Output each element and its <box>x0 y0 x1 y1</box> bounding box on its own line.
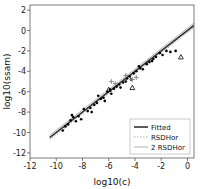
y-tick-label: -2 <box>18 47 26 56</box>
point-circle <box>159 52 162 55</box>
x-tick-label: -6 <box>105 162 113 171</box>
x-tick <box>56 158 57 161</box>
y-tick-label: 2 <box>21 6 26 15</box>
x-tick-label: -2 <box>157 162 165 171</box>
point-circle <box>64 125 67 128</box>
point-circle <box>142 68 145 71</box>
y-tick <box>27 132 30 133</box>
point-circle <box>119 86 122 89</box>
point-circle <box>124 80 127 83</box>
point-triangle <box>130 85 135 89</box>
x-tick <box>187 158 188 161</box>
point-circle <box>86 110 89 113</box>
y-tick <box>27 10 30 11</box>
point-plus <box>113 81 118 86</box>
x-tick <box>161 158 162 161</box>
point-circle <box>174 50 177 53</box>
point-circle <box>145 63 148 66</box>
legend-frame <box>130 119 190 154</box>
point-circle <box>138 65 141 68</box>
point-circle <box>132 72 135 75</box>
x-tick-label: -8 <box>78 162 86 171</box>
legend-swatch <box>134 137 148 138</box>
y-tick-label: -8 <box>18 108 26 117</box>
point-circle <box>165 50 168 53</box>
point-circle <box>80 118 83 121</box>
y-tick <box>27 30 30 31</box>
x-tick-label: 0 <box>185 162 190 171</box>
y-tick-label: -10 <box>13 129 26 138</box>
point-circle <box>69 119 72 122</box>
point-circle <box>100 98 103 101</box>
y-tick <box>27 71 30 72</box>
legend: Fitted RSDHor 2 RSDHor <box>130 119 190 154</box>
series-line <box>50 23 194 135</box>
y-tick-label: -12 <box>13 149 26 158</box>
point-circle <box>75 120 78 123</box>
x-tick <box>82 158 83 161</box>
x-tick <box>134 158 135 161</box>
x-tick <box>30 158 31 161</box>
point-circle <box>118 83 121 86</box>
point-circle <box>62 129 65 132</box>
point-circle <box>67 123 70 126</box>
point-circle <box>161 54 164 57</box>
y-tick-label: 0 <box>21 27 26 36</box>
point-circle <box>128 75 131 78</box>
y-tick <box>27 91 30 92</box>
y-tick <box>27 152 30 153</box>
point-plus <box>134 75 139 80</box>
point-triangle <box>106 87 111 91</box>
legend-swatch <box>134 126 148 128</box>
x-tick <box>108 158 109 161</box>
point-circle <box>97 94 100 97</box>
point-circle <box>93 104 96 107</box>
point-circle <box>71 114 74 117</box>
point-triangle <box>178 55 183 59</box>
point-plus <box>123 73 128 78</box>
point-circle <box>135 70 138 73</box>
x-axis-label: log10(c) <box>93 177 130 187</box>
point-circle <box>77 115 80 118</box>
legend-swatch <box>134 147 148 148</box>
point-circle <box>148 61 151 64</box>
point-circle <box>89 107 92 110</box>
y-tick-label: -4 <box>18 67 26 76</box>
point-circle <box>169 51 172 54</box>
point-circle <box>90 111 93 114</box>
y-tick-label: -6 <box>18 88 26 97</box>
chart: -12 -10 -8 -6 -4 -2 0 -12 -10 -8 -6 -4 -2 0 2 log10(c) l… <box>0 0 200 189</box>
point-circle <box>155 56 158 59</box>
legend-label: RSDHor <box>151 134 178 142</box>
point-circle <box>96 102 99 105</box>
x-tick-label: -12 <box>23 162 36 171</box>
y-axis-label: log10(ssam) <box>2 54 12 110</box>
point-circle <box>82 108 85 111</box>
point-circle <box>102 97 105 100</box>
y-tick <box>27 50 30 51</box>
point-circle <box>103 100 106 103</box>
point-circle <box>110 92 113 95</box>
point-circle <box>151 60 154 63</box>
point-circle <box>122 81 125 84</box>
legend-label: 2 RSDHor <box>151 144 185 152</box>
plot-frame <box>30 5 194 158</box>
x-tick-label: -4 <box>131 162 139 171</box>
y-tick <box>27 112 30 113</box>
point-circle <box>113 87 116 90</box>
x-tick-label: -10 <box>50 162 63 171</box>
legend-label: Fitted <box>151 124 171 132</box>
